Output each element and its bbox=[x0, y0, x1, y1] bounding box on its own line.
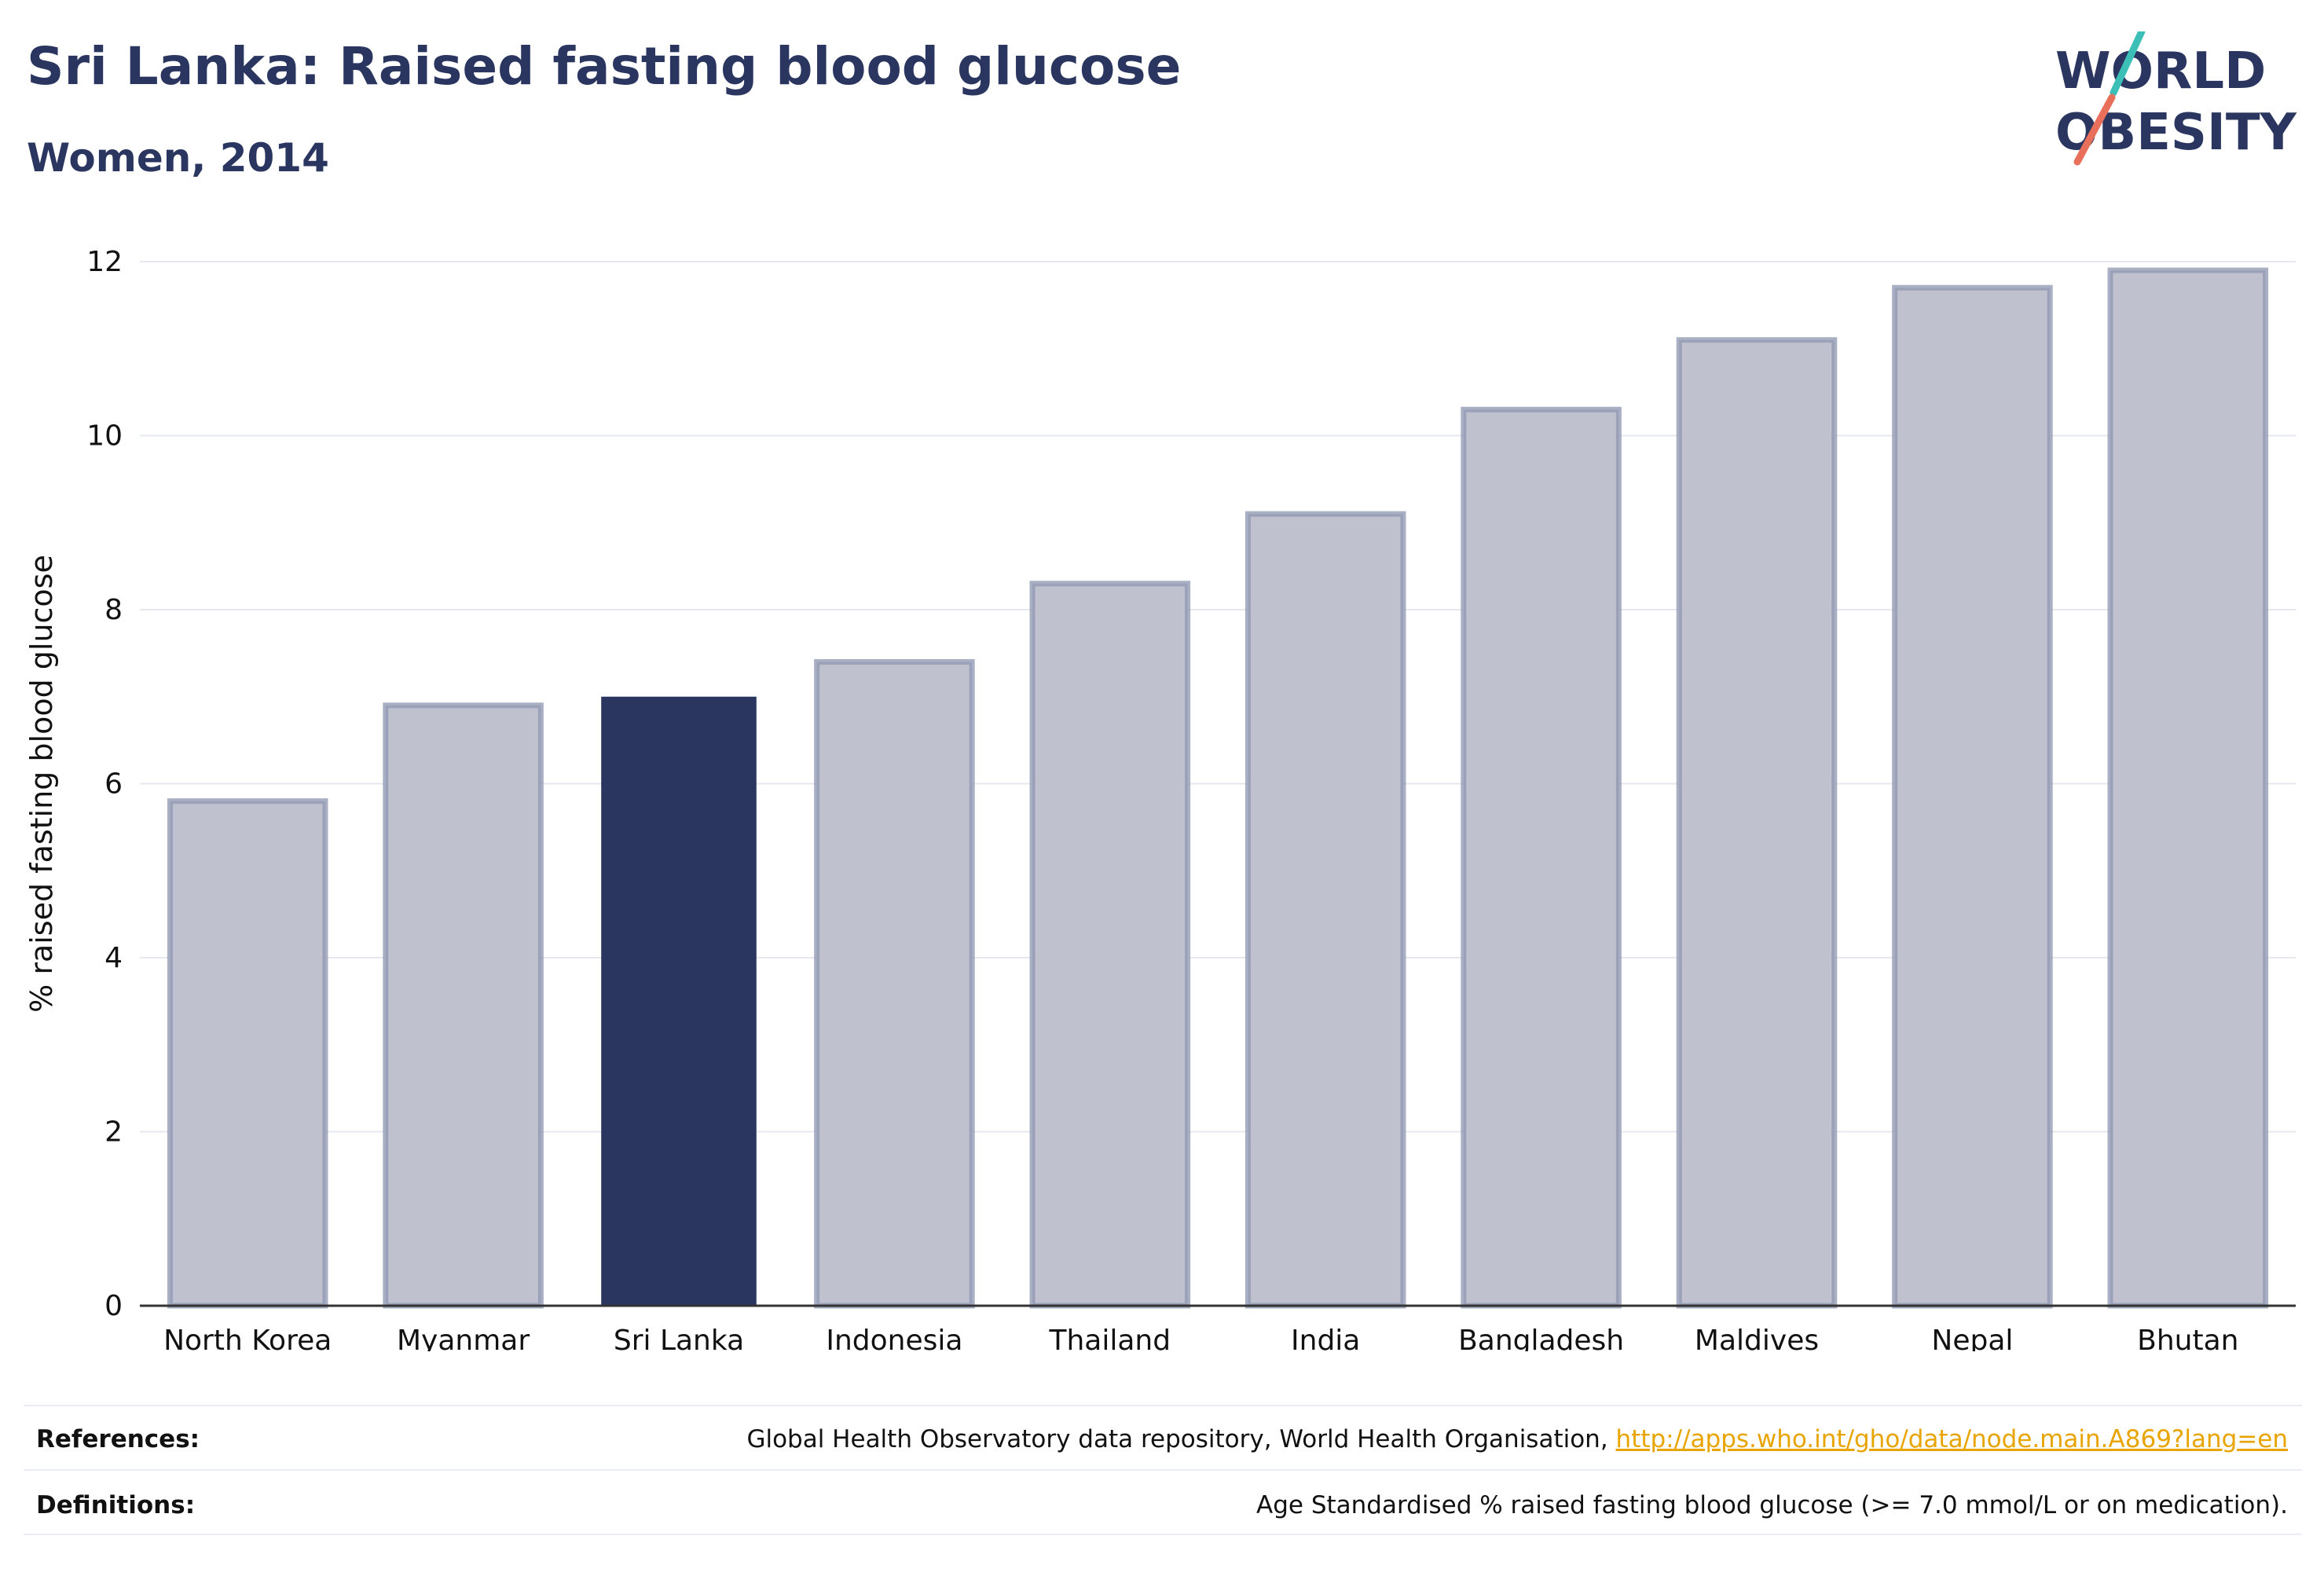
y-tick-label: 0 bbox=[104, 1290, 123, 1322]
x-tick-label: Indonesia bbox=[826, 1325, 962, 1351]
bar-maldives bbox=[1676, 337, 1838, 1309]
x-tick-label: Maldives bbox=[1695, 1325, 1819, 1351]
bar-chart: 0 2 4 6 8 10 12 North Korea Myanmar Sri Lanka Ind… bbox=[24, 246, 2296, 1351]
y-tick-label: 8 bbox=[104, 594, 123, 626]
bar-indonesia bbox=[814, 658, 975, 1309]
bar-india bbox=[1244, 511, 1406, 1309]
references-source: Global Health Observatory data repositor… bbox=[746, 1425, 1616, 1453]
y-tick-label: 6 bbox=[104, 768, 123, 801]
x-tick-label: Nepal bbox=[1931, 1325, 2013, 1351]
footer-divider-middle bbox=[24, 1469, 2302, 1471]
footer-divider-bottom bbox=[24, 1534, 2302, 1535]
logo-slash-teal bbox=[2110, 31, 2146, 97]
x-tick-label: North Korea bbox=[163, 1325, 332, 1351]
chart-title: Sri Lanka: Raised fasting blood glucose bbox=[27, 36, 1182, 97]
bar-north-korea bbox=[167, 798, 328, 1309]
y-tick-label: 4 bbox=[104, 942, 123, 974]
x-tick-label: Bhutan bbox=[2137, 1325, 2238, 1351]
bar-bhutan bbox=[2107, 267, 2269, 1309]
bar-thailand bbox=[1029, 581, 1191, 1309]
bar-sri-lanka bbox=[601, 696, 757, 1306]
x-tick-labels: North Korea Myanmar Sri Lanka Indonesia Thai… bbox=[163, 1325, 2238, 1351]
y-tick-labels: 0 2 4 6 8 10 12 bbox=[86, 246, 123, 1322]
logo-line1: WORLD bbox=[2055, 42, 2266, 101]
y-tick-label: 2 bbox=[104, 1116, 123, 1149]
logo-slash-coral bbox=[2073, 93, 2116, 166]
references-text: Global Health Observatory data repositor… bbox=[746, 1425, 2288, 1453]
y-tick-label: 10 bbox=[86, 420, 123, 453]
y-axis-label: % raised fasting blood glucose bbox=[24, 555, 59, 1013]
bars bbox=[167, 267, 2269, 1309]
y-tick-label: 12 bbox=[86, 246, 123, 278]
references-link[interactable]: http://apps.who.int/gho/data/node.main.A… bbox=[1615, 1425, 2288, 1453]
x-tick-label: Thailand bbox=[1048, 1325, 1171, 1351]
references-label: References: bbox=[36, 1425, 200, 1453]
bar-myanmar bbox=[383, 702, 544, 1309]
world-obesity-logo: WORLD OBESITY bbox=[2055, 31, 2297, 166]
bar-nepal bbox=[1892, 284, 2053, 1309]
definitions-label: Definitions: bbox=[36, 1491, 196, 1519]
x-tick-label: India bbox=[1291, 1325, 1360, 1351]
x-tick-label: Sri Lanka bbox=[614, 1325, 744, 1351]
footer-divider-top bbox=[24, 1405, 2302, 1406]
definitions-text: Age Standardised % raised fasting blood … bbox=[1256, 1491, 2288, 1519]
x-tick-label: Bangladesh bbox=[1458, 1325, 1624, 1351]
x-tick-label: Myanmar bbox=[397, 1325, 530, 1351]
bar-bangladesh bbox=[1461, 406, 1622, 1309]
chart-subtitle: Women, 2014 bbox=[27, 135, 329, 181]
